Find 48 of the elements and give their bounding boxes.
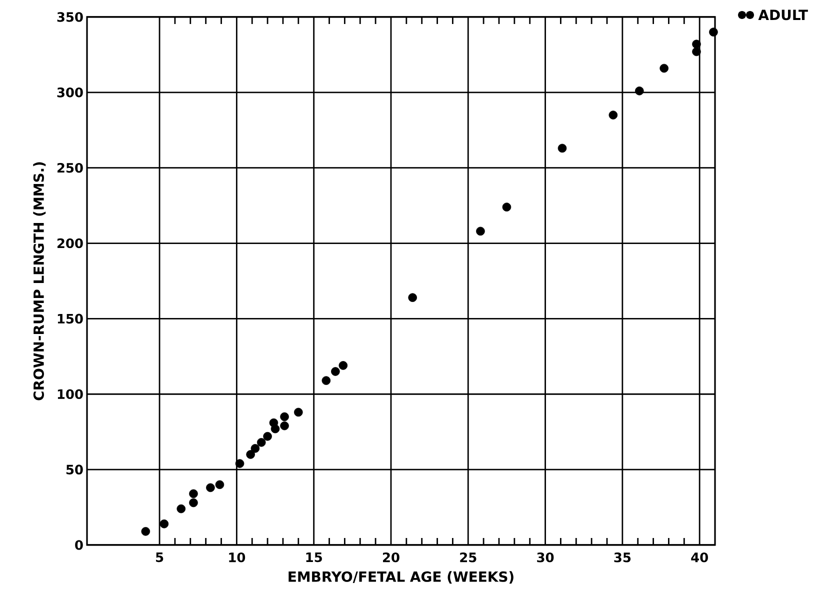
point [235,459,244,468]
y-tick-label: 150 [58,314,83,324]
point [692,47,701,56]
point [250,444,260,453]
point [263,432,272,441]
y-tick-label: 50 [66,464,83,474]
y-tick-label: 350 [57,12,83,22]
point [280,412,289,422]
point [502,202,512,212]
y-tick-label: 200 [57,238,83,248]
y-tick-label: 100 [58,389,83,400]
point [206,483,215,492]
y-tick-label: 300 [57,88,83,98]
point [635,86,644,96]
x-tick-label: 35 [614,552,631,562]
x-tick-label: 40 [691,552,708,562]
point [141,527,150,536]
x-tick-label: 10 [229,552,246,562]
x-tick-label: 20 [383,552,400,562]
x-axis-title: EMBRYO/FETAL AGE (WEEKS) [288,571,514,584]
point [270,424,280,434]
point [176,504,186,514]
point [692,40,701,49]
point [294,408,303,417]
y-tick-label: 250 [57,162,83,173]
point [338,361,348,370]
point [660,64,668,73]
point [322,376,331,385]
y-axis-title: CROWN-RUMP LENGTH (MMS.) [33,162,46,400]
x-tick-label: 5 [156,552,164,562]
x-tick-label: 15 [306,552,322,562]
y-tick-label: 0 [75,540,83,550]
point [189,489,198,498]
x-tick-label: 30 [537,552,554,562]
point [608,110,618,120]
point [476,226,485,236]
point [189,498,198,508]
point [246,450,255,459]
point [331,367,340,376]
text: ADULT [758,10,808,20]
point [280,421,289,430]
point [160,519,169,528]
x-tick-label: 25 [460,552,476,562]
point [709,28,718,36]
point [558,144,567,153]
point [408,293,417,302]
point [215,480,224,490]
point [256,438,266,447]
